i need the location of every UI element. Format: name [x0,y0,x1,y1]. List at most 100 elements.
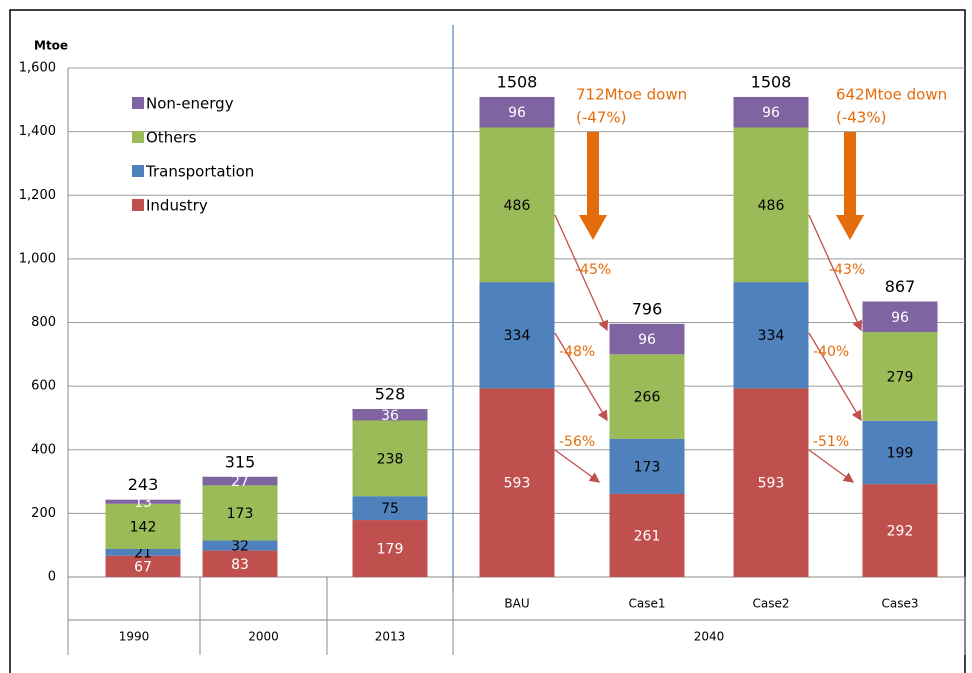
data-label: 593 [504,476,531,492]
x-group-label: 2000 [248,630,279,644]
change-label: -43% [829,262,865,278]
y-tick-label: 600 [31,379,56,394]
bar-segment [733,388,809,577]
x-group-label: 2040 [694,630,725,644]
change-arrow [808,332,862,422]
bar-segment [609,323,685,355]
total-label: 867 [885,277,916,296]
legend-label: Transportation [145,163,254,181]
down-arrow [836,132,864,240]
change-label: -48% [559,344,595,360]
data-label: 173 [634,459,661,475]
legend-label: Others [146,129,197,147]
data-label: 96 [762,105,780,121]
y-tick-label: 200 [31,506,56,521]
down-label: 642Mtoe down [836,86,947,104]
data-label: 279 [887,369,914,385]
change-arrow [554,449,601,483]
bar-segment [862,332,938,421]
change-arrow [554,214,608,332]
change-label: -45% [575,262,611,278]
bar-segment [105,555,181,577]
data-label: 292 [887,524,914,540]
change-arrow [808,214,862,332]
bar-segment [202,485,278,541]
down-label: (-43%) [836,109,886,127]
total-label: 243 [128,475,159,494]
legend-label: Industry [146,197,208,215]
bar-segment [105,549,181,556]
y-tick-label: 800 [31,315,56,330]
bar-segment [352,409,428,421]
legend-label: Non-energy [146,95,234,113]
x-tick-label: BAU [504,597,529,611]
data-label: 261 [634,528,661,544]
total-label: 528 [375,385,406,404]
data-label: 32 [231,539,249,555]
bar-segment [862,301,938,333]
data-label: 21 [134,545,152,561]
total-label: 796 [632,299,663,318]
bar-segment [202,476,278,486]
x-tick-label: Case1 [628,597,665,611]
legend-swatch [132,165,144,177]
y-tick-label: 0 [48,570,56,585]
y-tick-label: 400 [31,442,56,457]
bar-segment [202,550,278,577]
bar-segment [733,96,809,128]
bar-segment [105,499,181,504]
x-tick-label: Case3 [881,597,918,611]
bar-segment [479,127,555,283]
data-label: 179 [377,542,404,558]
bar-segment [733,282,809,389]
bar-segment [105,503,181,550]
y-axis-label: Mtoe [34,39,68,53]
data-label: 96 [891,310,909,326]
data-label: 173 [227,506,254,522]
bar-segment [479,282,555,389]
data-label: 13 [134,495,152,511]
frame [9,9,966,673]
x-group-label: 1990 [119,630,150,644]
x-tick-label: Case2 [752,597,789,611]
y-tick-label: 1,400 [19,124,56,139]
data-label: 27 [231,474,249,490]
change-label: -40% [813,344,849,360]
data-label: 486 [504,198,531,214]
data-label: 75 [381,501,399,517]
legend-swatch [132,199,144,211]
data-label: 334 [758,328,785,344]
data-label: 199 [887,445,914,461]
data-label: 67 [134,559,152,575]
bar-segment [609,493,685,577]
change-label: -51% [813,434,849,450]
y-tick-label: 1,200 [19,188,56,203]
bar-segment [479,96,555,128]
change-arrow [808,449,855,483]
change-label: -56% [559,434,595,450]
change-arrow [554,332,608,422]
bar-segment [862,484,938,577]
y-tick-label: 1,000 [19,251,56,266]
total-label: 315 [225,452,256,471]
data-label: 238 [377,451,404,467]
data-label: 96 [508,105,526,121]
data-label: 486 [758,198,785,214]
legend-swatch [132,131,144,143]
bar-segment [202,540,278,551]
bar-segment [352,520,428,577]
data-label: 334 [504,328,531,344]
data-label: 83 [231,557,249,573]
data-label: 266 [634,390,661,406]
bar-segment [609,438,685,494]
data-label: 36 [381,408,399,424]
total-label: 1508 [751,72,792,91]
legend-swatch [132,97,144,109]
down-arrow [579,132,607,240]
y-tick-label: 1,600 [19,61,56,76]
bar-segment [862,420,938,485]
bar-segment [352,420,428,497]
down-label: (-47%) [576,109,626,127]
data-label: 142 [130,519,157,535]
